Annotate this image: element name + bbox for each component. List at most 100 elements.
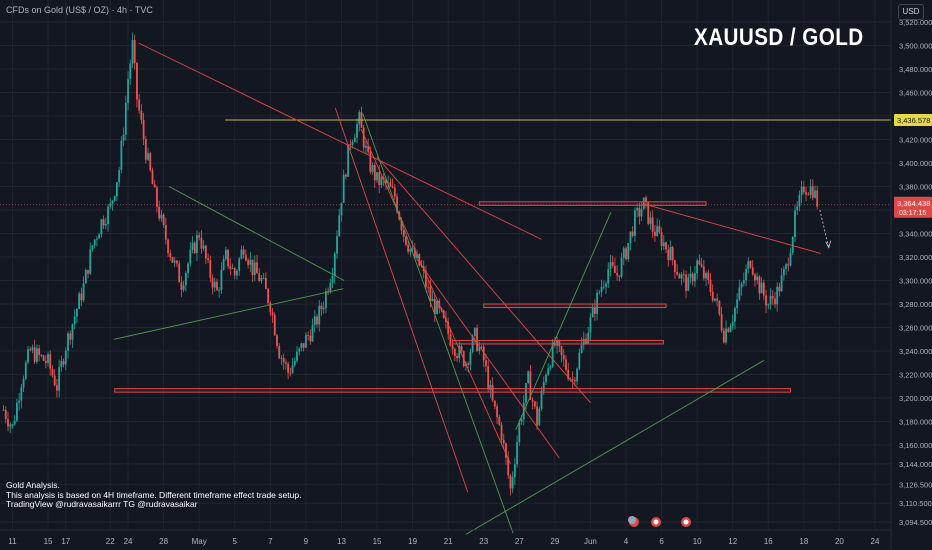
candle-body <box>207 258 209 261</box>
candle-body <box>760 282 763 294</box>
candle-body <box>269 302 272 313</box>
candle-body <box>600 286 603 292</box>
candle-body <box>378 172 381 186</box>
drawings[interactable] <box>0 42 891 535</box>
candle-body <box>702 266 705 279</box>
candle-body <box>78 293 81 310</box>
x-tick-label: 4 <box>624 537 629 546</box>
candle-body <box>329 282 332 292</box>
candle-body <box>156 187 158 207</box>
candle-body <box>816 190 819 207</box>
x-tick-label: 21 <box>444 537 453 546</box>
candle-body <box>256 262 258 274</box>
candle-body <box>327 291 330 292</box>
candle-body <box>293 360 296 366</box>
candle-body <box>460 346 463 352</box>
candle-body <box>151 170 154 185</box>
symbol-header[interactable]: CFDs on Gold (US$ / OZ) · 4h · TVC <box>6 5 153 15</box>
candle-body <box>300 343 303 349</box>
candle-body <box>785 264 787 269</box>
candle-body <box>487 366 490 390</box>
candle-body <box>425 270 427 287</box>
trendline-red <box>334 107 469 493</box>
candle-body <box>133 40 136 63</box>
event-flag-3[interactable] <box>681 517 691 527</box>
event-markers[interactable] <box>628 516 691 527</box>
candle-body <box>505 443 507 458</box>
candle-body <box>705 272 707 279</box>
y-tick-label: 3,260.000 <box>899 324 932 333</box>
candle-body <box>87 269 89 274</box>
candle-body <box>113 196 116 201</box>
event-flag-1[interactable] <box>628 516 639 527</box>
x-tick-label: 10 <box>693 537 702 546</box>
candle-body <box>385 179 387 184</box>
x-tick-label: 18 <box>799 537 808 546</box>
candle-body <box>654 231 656 236</box>
candle-body <box>453 349 456 356</box>
candle-body <box>142 120 145 140</box>
candle-body <box>387 182 390 184</box>
candle-body <box>222 258 225 270</box>
x-tick-label: 24 <box>124 537 133 546</box>
candle-body <box>147 153 149 160</box>
candle-body <box>304 335 307 348</box>
candle-body <box>651 217 654 232</box>
y-tick-label: 3,340.000 <box>899 230 932 239</box>
candle-body <box>762 282 765 296</box>
y-tick-label: 3,240.000 <box>899 347 932 356</box>
currency-button[interactable]: USD <box>898 4 924 20</box>
candle-body <box>780 275 783 292</box>
candle-body <box>31 347 34 351</box>
candle-body <box>184 272 187 286</box>
x-tick-label: 15 <box>373 537 382 546</box>
x-tick-label: 13 <box>337 537 346 546</box>
candle-body <box>104 223 107 226</box>
candle-body <box>518 421 521 443</box>
candle-body <box>267 288 270 303</box>
candle-body <box>814 190 816 198</box>
candle-body <box>249 259 252 265</box>
candle-body <box>682 274 685 276</box>
candle-body <box>722 330 725 343</box>
candle-body <box>489 384 492 390</box>
candle-body <box>80 293 83 301</box>
candle-body <box>545 374 547 382</box>
candle-body <box>7 418 9 427</box>
x-tick-label: 5 <box>233 537 238 546</box>
x-tick-label: 6 <box>659 537 664 546</box>
candle-body <box>429 286 432 302</box>
candle-body <box>771 295 774 299</box>
trendline-red <box>138 42 542 240</box>
candle-body <box>56 385 58 391</box>
candle-body <box>778 286 781 292</box>
candle-body <box>382 177 385 180</box>
candle-body <box>791 237 794 253</box>
candle-body <box>33 347 36 362</box>
support-resistance-zone <box>483 303 667 309</box>
candle-body <box>198 235 201 238</box>
candle-body <box>774 298 776 305</box>
candle-body <box>613 265 616 273</box>
analysis-note: Gold Analysis. This analysis is based on… <box>6 480 301 510</box>
candle-body <box>191 242 194 250</box>
candle-body <box>164 224 167 240</box>
candle-body <box>289 372 292 374</box>
candle-body <box>220 269 223 291</box>
x-tick-label: 22 <box>106 537 115 546</box>
event-flag-2[interactable] <box>651 517 661 527</box>
candle-body <box>136 62 138 100</box>
y-tick-label: 3,110.500 <box>899 499 932 508</box>
candle-body <box>47 354 49 363</box>
candle-body <box>9 424 12 427</box>
candle-body <box>589 317 592 333</box>
y-tick-label: 3,300.000 <box>899 277 932 286</box>
candle-body <box>727 328 730 332</box>
candle-body <box>540 390 543 409</box>
candle-body <box>358 112 361 125</box>
candle-body <box>469 351 472 365</box>
candle-body <box>598 291 601 293</box>
candle-body <box>158 206 161 219</box>
candle-body <box>22 378 25 388</box>
